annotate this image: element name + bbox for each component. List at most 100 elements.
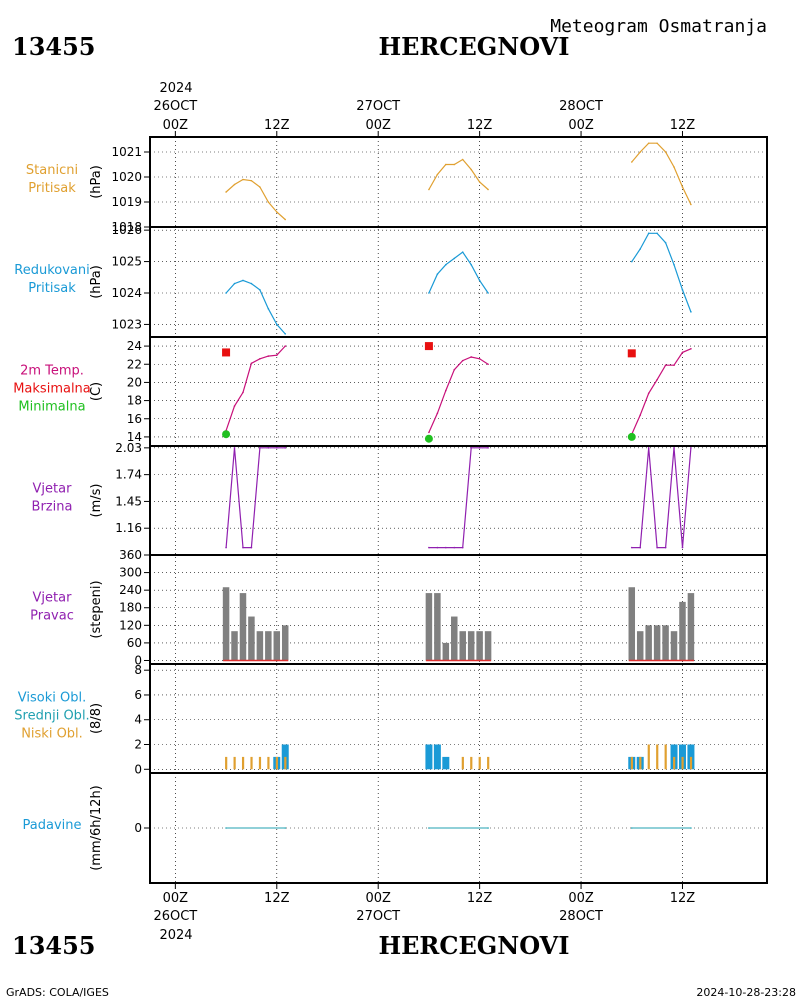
- cloud-low-bar-4: [258, 756, 262, 770]
- series-line-1-0: [225, 279, 286, 335]
- y-tick-label-5-3: 6: [134, 688, 142, 702]
- data-point-0-2-7: [690, 203, 692, 206]
- cloud-low-bar-3: [250, 756, 253, 770]
- cloud-low-bar-20: [664, 744, 667, 770]
- wind-dir-bar-8: [425, 593, 433, 661]
- data-point-2-2-4: [664, 364, 667, 366]
- data-point-0-2-2: [647, 142, 650, 145]
- bottom-time-axis: 00Z 26OCT 12Z 00Z 27OCT 12Z 00Z 28OCT 12Z: [153, 883, 695, 924]
- data-point-6-1-0: [428, 827, 430, 829]
- data-point-3-1-4: [461, 546, 464, 549]
- y-tick-label-4-3: 180: [119, 601, 142, 615]
- data-point-3-1-3: [453, 546, 456, 549]
- panel-body-1: [225, 232, 692, 335]
- series-line-0-0: [225, 178, 286, 220]
- cloud-low-bar-21: [673, 756, 676, 770]
- bottom-hour-label-4: 00Z: [568, 891, 594, 906]
- data-point-1-1-2: [445, 263, 447, 266]
- data-point-2-1-2: [445, 389, 447, 392]
- data-point-2-2-2: [647, 392, 650, 395]
- data-point-0-1-6: [478, 181, 481, 183]
- panel-label-1-0: Redukovani: [14, 263, 89, 278]
- panel-2: 2m Temp. Maksimalna Minimalna (C) 14 16 18 20 22…: [13, 336, 767, 444]
- data-point-0-0-5: [267, 201, 270, 203]
- panel-label-2-1: Maksimalna: [13, 382, 91, 397]
- data-point-3-1-7: [487, 447, 489, 449]
- cloud-high-bar-8: [425, 744, 433, 770]
- data-point-1-2-1: [639, 248, 642, 250]
- bottom-hour-label-1: 12Z: [264, 891, 290, 906]
- series-line-3-1: [428, 447, 489, 549]
- data-point-1-1-1: [436, 273, 439, 275]
- data-point-1-0-5: [267, 307, 270, 310]
- panel-body-2: [222, 342, 692, 443]
- cloud-low-bar-14: [478, 756, 481, 770]
- panel-label-2-0: 2m Temp.: [20, 364, 84, 379]
- data-point-2-2-5: [673, 364, 675, 366]
- data-point-1-0-3: [250, 282, 253, 285]
- wind-dir-bar-9: [434, 593, 441, 661]
- data-point-0-2-4: [664, 151, 667, 153]
- cloud-high-bar-10: [442, 756, 450, 770]
- data-point-3-2-5: [673, 447, 675, 449]
- panel-5: Visoki Obl. Srednji Obl. Niski Obl. (8/8) 0 2…: [14, 663, 767, 776]
- wind-dir-bar-19: [653, 625, 661, 661]
- data-point-1-0-1: [233, 282, 236, 285]
- panel-label-0-1: Pritisak: [28, 181, 76, 196]
- series-line-0-1: [428, 158, 489, 190]
- y-tick-label-4-0: 0: [134, 653, 142, 667]
- data-point-3-1-6: [478, 447, 481, 449]
- data-point-2-2-3: [656, 378, 658, 381]
- top-hour-label-0: 00Z: [163, 118, 189, 133]
- cloud-low-bar-6: [275, 756, 278, 770]
- panel-body-3: [225, 447, 692, 549]
- y-tick-label-3-3: 2.03: [115, 441, 142, 455]
- data-point-3-0-6: [275, 447, 278, 449]
- panel-label-2-2: Minimalna: [18, 400, 85, 415]
- data-point-0-2-1: [639, 151, 642, 153]
- wind-dir-bar-18: [645, 625, 652, 661]
- panel-label-0-0: Stanicni: [26, 163, 78, 178]
- tmax-marker-1: [424, 342, 433, 351]
- cloud-low-bar-17: [639, 756, 642, 770]
- y-tick-label-4-2: 120: [119, 618, 142, 632]
- data-point-2-0-1: [233, 405, 236, 407]
- data-point-0-0-4: [259, 186, 261, 188]
- data-point-1-1-0: [428, 292, 430, 294]
- cloud-low-bar-5: [267, 756, 270, 770]
- panel-body-6: [225, 827, 692, 829]
- panel-4: Vjetar Pravac (stepeni) 0 60 120 180 240 300 360: [30, 548, 767, 667]
- y-axis-label-2: (C): [89, 382, 104, 401]
- series-line-1-2: [631, 232, 692, 313]
- data-point-3-2-2: [647, 447, 650, 449]
- product-title: Meteogram Osmatranja: [550, 16, 767, 37]
- y-tick-label-3-1: 1.45: [115, 494, 142, 508]
- data-point-6-2-1: [690, 827, 692, 829]
- panels: Stanicni Pritisak (hPa) 1018 1019 1020 1021 Red…: [13, 142, 767, 871]
- data-point-3-1-5: [470, 447, 472, 449]
- panel-0: Stanicni Pritisak (hPa) 1018 1019 1020 1021: [26, 142, 767, 234]
- cloud-low-bar-0: [225, 756, 228, 770]
- station-name-bottom: HERCEGNOVI: [378, 931, 569, 960]
- tmin-marker-0: [222, 430, 231, 439]
- wind-dir-bar-12: [459, 631, 466, 661]
- cloud-low-bar-13: [470, 756, 473, 770]
- wind-dir-bar-6: [273, 631, 281, 661]
- panel-label-4-0: Vjetar: [33, 591, 73, 606]
- y-tick-label-2-1: 16: [127, 412, 142, 426]
- cloud-low-bar-19: [656, 744, 659, 770]
- data-point-1-2-6: [681, 289, 684, 291]
- data-point-3-0-7: [284, 447, 287, 449]
- wind-dir-bar-17: [636, 631, 644, 661]
- timestamp-text: 2024-10-28-23:28: [696, 986, 796, 999]
- data-point-0-1-3: [453, 163, 456, 166]
- data-point-1-2-3: [656, 232, 658, 235]
- cloud-low-bar-7: [284, 756, 287, 770]
- y-tick-label-1-1: 1024: [111, 286, 142, 300]
- data-point-0-1-4: [461, 158, 464, 161]
- data-point-2-0-2: [242, 391, 244, 394]
- data-point-3-1-0: [428, 546, 430, 549]
- data-point-3-2-3: [656, 546, 658, 549]
- data-point-0-0-2: [242, 178, 244, 181]
